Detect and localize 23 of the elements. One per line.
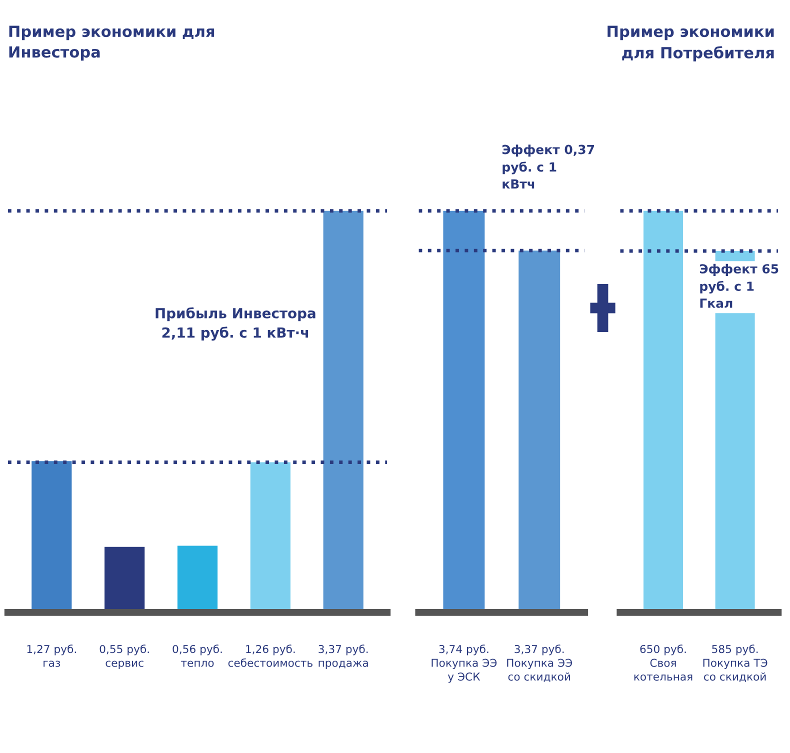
data-label: 1,26 руб. [246,644,295,656]
x-tick-label: газ [44,660,60,667]
x-tick-label: тепло [181,660,214,667]
data-label: 3,74 руб. [439,644,488,656]
text: Эффект 0,37 руб. с 1 кВтч [502,144,594,188]
x-tick-label: продажа [318,660,368,670]
data-label: 585 руб. [712,644,758,656]
x-tick-label: Своя котельная [634,658,692,681]
x-tick-label: Покупка ЭЭ у ЭСК [432,658,497,683]
data-label: 0,56 руб. [172,644,222,656]
x-tick-label: Покупка ТЭ со скидкой [703,658,768,682]
text: Пример экономики для Инвестора [9,26,214,61]
x-tick-label: себестоимость [228,658,312,667]
data-label: 1,27 руб. [27,644,76,656]
data-label: 650 руб. [640,644,686,656]
annotation: Эффект 65 руб. с 1 Гкал [700,264,778,308]
annotation: Прибыль Инвестора 2,11 руб. с 1 кВт·ч [156,307,316,341]
x-tick-label: Покупка ЭЭ со скидкой [507,658,572,682]
data-label: 3,37 руб. [514,644,564,656]
data-label: 0,55 руб. [100,644,149,656]
text: Пример экономики для Потребителя [608,26,774,62]
x-tick-label: сервис [106,660,144,670]
data-label: 3,37 руб. [318,644,368,656]
